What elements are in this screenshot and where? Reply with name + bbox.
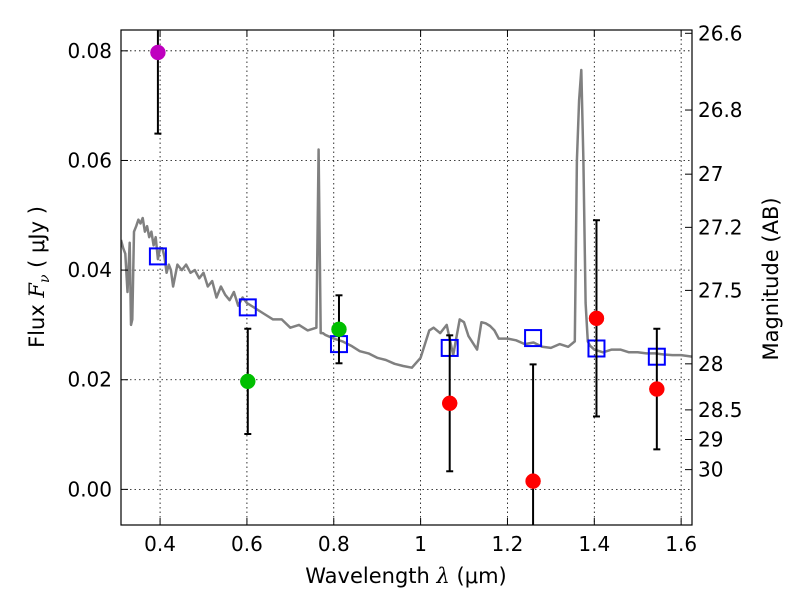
- plot-frame: [120, 29, 693, 526]
- magnitude-tick-label: 27.2: [698, 215, 743, 239]
- model-photometry-point: [524, 329, 543, 348]
- x-tick-label: 1.4: [578, 532, 610, 556]
- observed-photometry-point: [525, 473, 541, 489]
- observed-photometry-point: [240, 373, 256, 390]
- observed-photometry-point: [649, 381, 665, 397]
- y-tick-label: 0.06: [67, 148, 112, 172]
- x-tick-label: 0.8: [318, 532, 350, 556]
- magnitude-tick-label: 27: [698, 162, 723, 186]
- magnitude-tick-label: 29: [698, 427, 723, 451]
- grid-lines: [121, 30, 692, 525]
- observed-photometry-point: [588, 310, 605, 327]
- x-axis-title: Wavelength λ (μm): [305, 564, 506, 588]
- model-photometry-point: [238, 298, 257, 317]
- magnitude-tick-label: 27.5: [698, 278, 743, 302]
- model-photometry-markers: [148, 247, 666, 366]
- x-tick-label: 1.2: [492, 532, 524, 556]
- observed-photometry-markers: [150, 30, 665, 525]
- x-tick-label: 0.4: [144, 532, 176, 556]
- magnitude-axis-ticks: 26.6 26.8 27 27.2 27.5 28 28.5 29 30: [685, 21, 743, 482]
- magnitude-tick-label: 28: [698, 352, 723, 376]
- x-tick-label: 0.6: [231, 532, 263, 556]
- y-tick-label: 0.04: [67, 258, 112, 282]
- y-tick-label: 0.00: [67, 477, 112, 501]
- y-tick-label: 0.08: [67, 39, 112, 63]
- observed-photometry-point: [150, 44, 166, 61]
- y-tick-label: 0.02: [67, 368, 112, 392]
- x-tick-label: 1: [414, 532, 427, 556]
- magnitude-tick-label: 26.8: [698, 98, 743, 122]
- plot-area: [121, 30, 692, 525]
- y-axis-ticks: 0.00 0.02 0.04 0.06 0.08: [67, 39, 128, 501]
- x-tick-label: 1.6: [665, 532, 697, 556]
- y-axis-title: Flux Fν ( μJy ): [25, 206, 53, 348]
- model-photometry-point: [148, 247, 167, 266]
- x-axis-ticks: 0.4 0.6 0.8 1 1.2 1.4 1.6: [144, 30, 697, 556]
- magnitude-tick-label: 26.6: [698, 21, 743, 45]
- magnitude-tick-label: 28.5: [698, 398, 743, 422]
- magnitude-axis-title: Magnitude (AB): [759, 197, 783, 360]
- observed-photometry-point: [441, 395, 458, 412]
- observed-photometry-point: [331, 321, 347, 338]
- model-spectrum-line: [121, 68, 692, 369]
- magnitude-tick-label: 30: [698, 458, 723, 482]
